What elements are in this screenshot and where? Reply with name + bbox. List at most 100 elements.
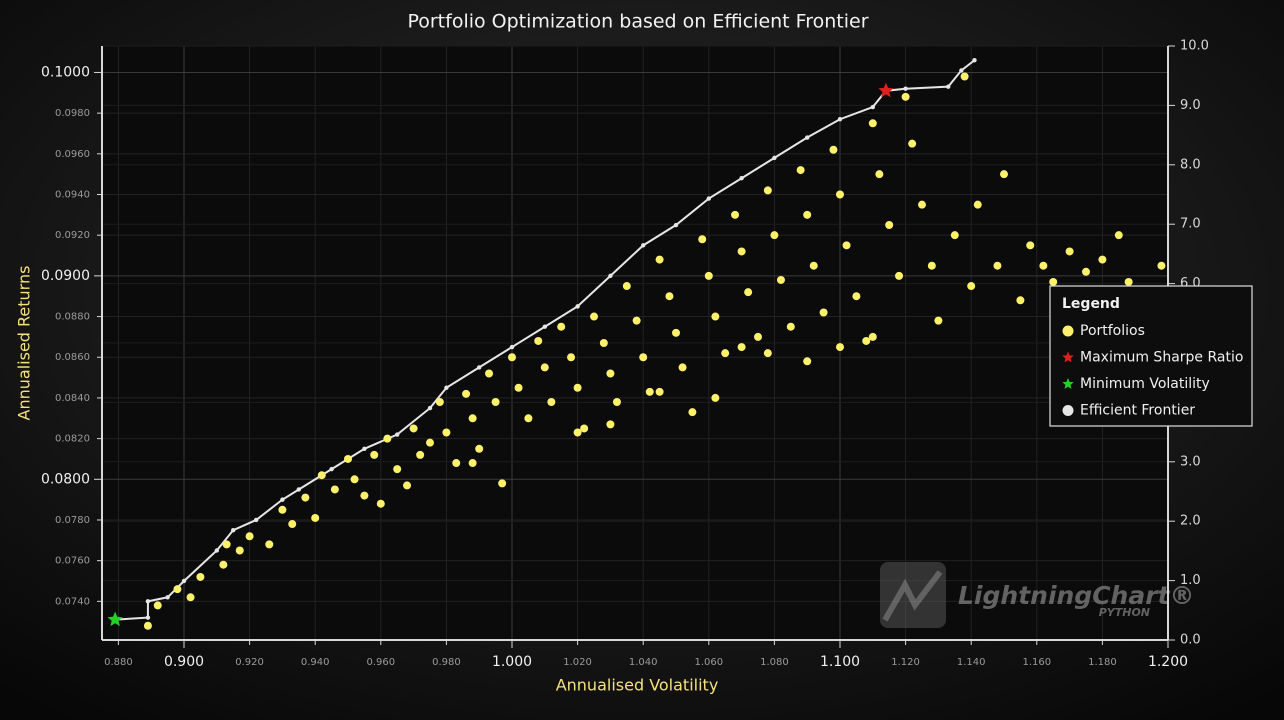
y2-tick-label: 0.0 <box>1180 633 1201 648</box>
portfolio-point <box>485 369 494 378</box>
x-tick-label: 1.100 <box>820 654 860 670</box>
frontier-point <box>253 517 259 523</box>
portfolio-point <box>1039 261 1048 270</box>
portfolio-point <box>973 200 982 209</box>
y2-tick-label: 1.0 <box>1180 573 1201 588</box>
portfolio-point <box>186 593 195 602</box>
portfolio-point <box>678 363 687 372</box>
frontier-point <box>509 344 515 350</box>
frontier-point <box>706 196 711 201</box>
y-tick-label: 0.1000 <box>41 64 90 80</box>
frontier-point <box>542 324 547 329</box>
portfolio-point <box>370 450 379 459</box>
portfolio-point <box>452 459 461 468</box>
portfolio-point <box>288 520 297 529</box>
portfolio-point <box>557 322 566 331</box>
frontier-point <box>575 304 580 309</box>
portfolio-point <box>508 353 516 362</box>
portfolio-point <box>360 491 369 500</box>
legend-box <box>1049 285 1253 427</box>
y-tick-label: 0.0840 <box>55 393 90 404</box>
portfolio-point <box>311 513 320 522</box>
portfolio-point <box>153 601 162 610</box>
portfolio-point <box>1016 296 1025 305</box>
marks <box>107 58 1166 630</box>
frontier-point <box>972 58 977 63</box>
portfolio-point <box>836 190 844 199</box>
legend-swatch <box>1062 351 1074 363</box>
portfolio-point <box>1026 241 1035 250</box>
x-tick-label: 1.180 <box>1088 657 1117 668</box>
portfolio-point <box>632 316 641 325</box>
portfolio-point <box>143 621 152 630</box>
portfolio-point <box>721 349 730 358</box>
x-tick-label: 0.880 <box>104 657 133 668</box>
frontier-point <box>395 432 400 437</box>
x-tick-label: 0.960 <box>366 657 395 668</box>
portfolio-point <box>599 339 608 347</box>
portfolio-point <box>934 316 943 325</box>
frontier-point <box>145 599 151 604</box>
y2-tick-label: 3.0 <box>1180 454 1201 469</box>
portfolio-point <box>819 308 828 317</box>
portfolio-point <box>350 475 359 484</box>
portfolio-point <box>409 424 418 433</box>
watermark-subtext: PYTHON <box>1099 606 1150 619</box>
frontier-point <box>772 155 777 161</box>
legend-swatch <box>1062 405 1074 416</box>
portfolio-point <box>468 459 477 468</box>
portfolio-point <box>1049 277 1058 286</box>
portfolio-point <box>235 546 244 555</box>
portfolio-point <box>875 170 884 179</box>
frontier-point <box>296 487 301 492</box>
portfolio-point <box>967 282 976 291</box>
y2-tick-label: 7.0 <box>1180 217 1201 232</box>
portfolio-point <box>1124 277 1133 286</box>
portfolio-point <box>908 139 917 148</box>
y-tick-label: 0.0800 <box>41 471 90 487</box>
portfolio-point <box>796 166 805 175</box>
portfolio-point <box>1082 267 1090 276</box>
frontier-point <box>739 176 744 181</box>
star-point <box>107 611 123 627</box>
frontier-point <box>477 365 482 370</box>
legend-swatch <box>1062 325 1074 337</box>
x-tick-label: 0.980 <box>432 657 461 668</box>
x-tick-label: 1.040 <box>629 657 658 668</box>
frontier-point <box>362 446 367 451</box>
y2-tick-label: 10.0 <box>1180 39 1209 54</box>
portfolio-point <box>573 428 582 437</box>
x-tick-label: 1.140 <box>957 657 986 668</box>
legend-label: Efficient Frontier <box>1080 403 1195 419</box>
portfolio-point <box>655 255 664 264</box>
frontier-point <box>946 84 951 89</box>
portfolio-point <box>514 383 523 392</box>
x-tick-label: 0.940 <box>301 657 330 668</box>
frontier-point <box>214 548 219 553</box>
portfolio-point <box>1157 261 1166 270</box>
frontier-point <box>959 68 964 73</box>
portfolio-point <box>383 434 392 443</box>
axes: 0.880 0.900 0.920 0.940 0.960 0.980 1.000 1.020… <box>41 39 1209 671</box>
portfolio-point <box>786 322 795 331</box>
frontier-point <box>181 578 187 584</box>
legend: Legend Portfolios Maximum Sharpe Ratio Min… <box>1049 285 1253 427</box>
watermark-logo-bolt <box>882 570 943 622</box>
portfolio-point <box>1098 255 1107 264</box>
portfolio-point <box>491 397 500 406</box>
portfolio-point <box>580 424 589 433</box>
portfolio-point <box>901 92 910 101</box>
portfolio-point <box>803 357 812 366</box>
portfolio-point <box>688 408 697 417</box>
portfolio-point <box>1000 170 1008 179</box>
portfolio-point <box>573 383 582 392</box>
y-tick-label: 0.0880 <box>55 312 90 323</box>
portfolio-point <box>885 221 894 230</box>
portfolio-point <box>776 275 785 284</box>
portfolio-point <box>403 481 412 490</box>
x-tick-label: 1.120 <box>891 657 920 668</box>
legend-label: Minimum Volatility <box>1080 376 1210 392</box>
portfolio-point <box>547 397 556 406</box>
portfolio-point <box>711 393 720 402</box>
